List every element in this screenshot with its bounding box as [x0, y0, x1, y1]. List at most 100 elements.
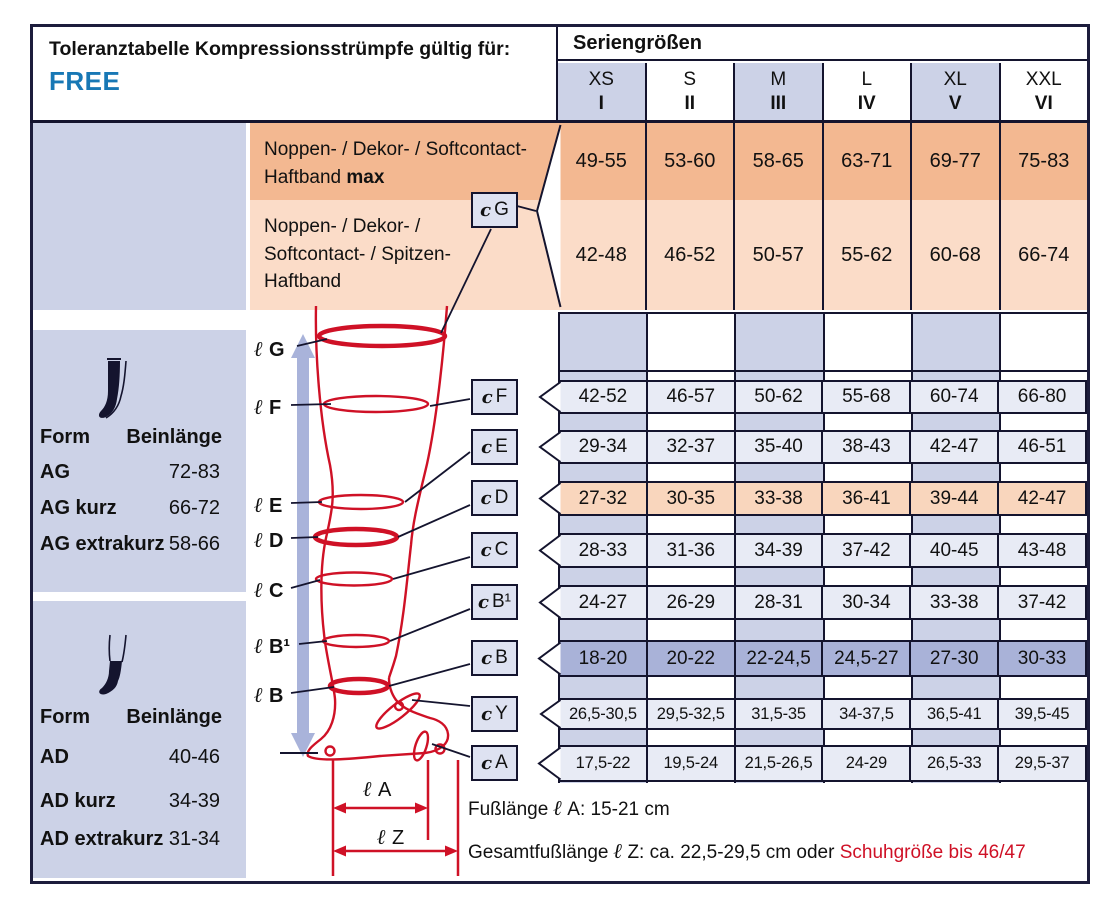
value-cell: 35-40 — [733, 432, 822, 462]
band-row-cF: 42-52 46-57 50-62 55-68 60-74 66-80 — [558, 380, 1087, 414]
value-cell: 34-39 — [733, 535, 822, 566]
value-cell: 17,5-22 — [575, 754, 631, 772]
value-cell: 63-71 — [821, 123, 911, 200]
band-row-cB1: 24-27 26-29 28-31 30-34 33-38 37-42 — [558, 585, 1087, 620]
value-cell: 21,5-26,5 — [733, 747, 822, 780]
value-cell: 58-65 — [733, 123, 822, 200]
value-cell: 42-52 — [578, 386, 628, 407]
form-row: AG extrakurz 58-66 — [40, 533, 220, 555]
value-cell: 20-22 — [645, 642, 734, 675]
footnote-total-foot-length: Gesamtfußlänge ℓ Z: ca. 22,5-29,5 cm oder … — [468, 838, 1026, 863]
haftband-spitzen-values-row: 42-48 46-52 50-57 55-62 60-68 66-74 — [558, 200, 1087, 310]
form-row: AG 72-83 — [40, 461, 220, 483]
value-cell: 22-24,5 — [733, 642, 822, 675]
form-row: AD 40-46 — [40, 746, 220, 768]
value-cell: 75-83 — [998, 123, 1088, 200]
size-column-header: XS I — [558, 63, 645, 120]
value-cell: 33-38 — [909, 587, 997, 618]
value-cell: 30-35 — [645, 483, 734, 514]
size-column-header: S II — [644, 63, 733, 120]
value-cell: 37-42 — [821, 535, 909, 566]
size-column-header: L IV — [821, 63, 910, 120]
value-cell: 53-60 — [644, 123, 734, 200]
value-cell: 66-80 — [997, 382, 1085, 412]
haftband-max-values-row: 49-55 53-60 58-65 63-71 69-77 75-83 — [558, 123, 1087, 200]
thigh-stocking-icon — [95, 358, 137, 429]
form-panel-heading: Form Beinlänge — [40, 426, 222, 448]
value-cell: 24,5-27 — [821, 642, 909, 675]
band-row-cE: 29-34 32-37 35-40 38-43 42-47 46-51 — [558, 430, 1087, 464]
value-cell: 24-27 — [578, 591, 628, 613]
value-cell: 26-29 — [645, 587, 734, 618]
size-column-header: M III — [733, 63, 822, 120]
value-cell: 32-37 — [645, 432, 734, 462]
value-cell: 26,5-30,5 — [568, 704, 637, 723]
form-row: AD kurz 34-39 — [40, 790, 220, 812]
value-cell: 46-52 — [644, 200, 734, 310]
header-divider — [556, 27, 558, 120]
band-row-cD: 27-32 30-35 33-38 36-41 39-44 42-47 — [558, 481, 1087, 516]
length-label-lB1: ℓ B¹ — [254, 633, 291, 658]
value-cell: 28-31 — [733, 587, 822, 618]
series-sizes-header: Seriengrößen — [558, 27, 1087, 61]
page-title: Toleranztabelle Kompressionsstrümpfe gül… — [49, 38, 511, 60]
value-cell: 60-68 — [910, 200, 999, 310]
value-cell: 50-57 — [733, 200, 822, 310]
brand-name: FREE — [49, 66, 121, 96]
value-cell: 60-74 — [909, 382, 997, 412]
value-cell: 19,5-24 — [645, 747, 734, 780]
value-cell: 33-38 — [733, 483, 822, 514]
form-row: AD extrakurz 31-34 — [40, 828, 220, 850]
value-cell: 69-77 — [910, 123, 999, 200]
form-panel-ag: Form Beinlänge AG 72-83 AG kurz 66-72 AG e… — [33, 330, 246, 592]
value-cell: 42-47 — [909, 432, 997, 462]
form-panel-heading: Form Beinlänge — [40, 706, 222, 728]
outer-frame — [30, 24, 1090, 884]
value-cell: 27-32 — [578, 487, 628, 509]
value-cell: 28-33 — [578, 539, 628, 561]
value-cell: 24-29 — [821, 747, 909, 780]
value-cell: 29,5-37 — [997, 747, 1085, 780]
value-cell: 50-62 — [733, 382, 822, 412]
knee-stocking-icon — [95, 633, 137, 704]
size-header-row: XS I S II M III L IV XL V XXL VI — [558, 63, 1087, 120]
left-spacer-panel — [33, 123, 246, 310]
band-row-cA: 17,5-22 19,5-24 21,5-26,5 24-29 26,5-33 … — [558, 745, 1087, 782]
value-cell: 38-43 — [821, 432, 909, 462]
size-column-header: XL V — [910, 63, 999, 120]
value-cell: 46-57 — [645, 382, 734, 412]
value-cell: 55-68 — [821, 382, 909, 412]
value-cell: 39,5-45 — [997, 700, 1085, 728]
value-cell: 34-37,5 — [821, 700, 909, 728]
shoe-size-highlight: Schuhgröße bis 46/47 — [839, 842, 1026, 863]
measure-box-cB1: c B¹ — [471, 584, 518, 620]
value-cell: 40-45 — [909, 535, 997, 566]
value-cell: 30-34 — [821, 587, 909, 618]
value-cell: 26,5-33 — [909, 747, 997, 780]
value-cell: 55-62 — [821, 200, 911, 310]
value-cell: 36-41 — [821, 483, 909, 514]
header-bottom-rule — [30, 120, 1090, 123]
form-row: AG kurz 66-72 — [40, 497, 220, 519]
value-cell: 43-48 — [997, 535, 1085, 566]
band-row-cB: 18-20 20-22 22-24,5 24,5-27 27-30 30-33 — [558, 640, 1087, 677]
value-cell: 36,5-41 — [909, 700, 997, 728]
value-cell: 30-33 — [997, 642, 1085, 675]
band-row-cY: 26,5-30,5 29,5-32,5 31,5-35 34-37,5 36,5… — [558, 698, 1087, 730]
value-cell: 27-30 — [909, 642, 997, 675]
